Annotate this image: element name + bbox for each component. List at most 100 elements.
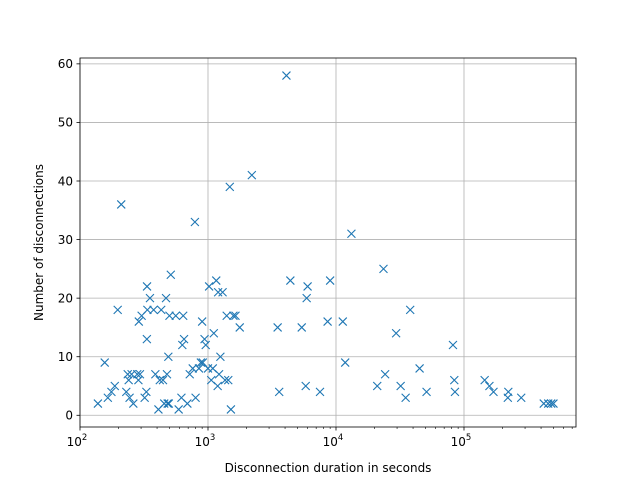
plot-frame — [79, 57, 577, 428]
data-point-marker — [191, 393, 200, 403]
data-point-marker — [177, 340, 187, 350]
data-point-marker — [503, 387, 513, 397]
y-tick-label: 10 — [58, 350, 73, 364]
data-point-marker — [142, 282, 152, 291]
data-point-marker — [450, 387, 460, 397]
data-point-marker — [372, 381, 382, 391]
data-point-marker — [155, 375, 165, 385]
data-point-marker — [301, 381, 311, 391]
y-tick-label: 50 — [58, 116, 73, 130]
data-point-marker — [340, 358, 350, 367]
data-point-marker — [285, 276, 295, 285]
data-point-marker — [113, 305, 123, 315]
data-point-marker — [235, 323, 245, 332]
y-tick-label: 0 — [65, 409, 73, 423]
data-point-marker — [401, 393, 411, 403]
data-point-marker — [185, 369, 195, 379]
data-point-marker — [396, 381, 406, 391]
data-point-marker — [124, 375, 134, 385]
data-point-marker — [415, 364, 424, 373]
data-point-marker — [156, 305, 166, 315]
grid-lines — [79, 58, 576, 427]
data-point-marker — [391, 328, 401, 338]
x-tick-label: 105 — [451, 433, 472, 449]
data-point-marker — [135, 369, 145, 379]
data-point-marker — [128, 399, 138, 408]
data-point-marker — [196, 358, 206, 367]
data-point-marker — [158, 375, 168, 385]
data-point-marker — [274, 387, 284, 397]
data-point-marker — [211, 276, 221, 285]
data-point-marker — [134, 375, 143, 385]
data-point-marker — [163, 352, 173, 362]
data-point-marker — [315, 387, 325, 397]
data-point-marker — [116, 200, 126, 209]
data-point-marker — [141, 387, 151, 397]
data-point-marker — [220, 375, 230, 385]
data-point-marker — [422, 387, 431, 397]
data-point-marker — [188, 364, 198, 373]
data-point-marker — [182, 399, 192, 408]
axis-ticks: 102 103 104 105 0 10 20 30 40 50 60 — [58, 57, 573, 449]
data-point-marker — [485, 381, 494, 391]
data-point-marker — [247, 170, 257, 180]
data-point-marker — [448, 340, 458, 350]
data-point-marker — [121, 387, 131, 397]
data-point-marker — [179, 334, 189, 344]
data-point-marker — [134, 317, 144, 326]
data-point-marker — [209, 328, 219, 338]
data-point-marker — [142, 334, 152, 344]
data-point-marker — [174, 405, 184, 414]
data-point-marker — [303, 282, 312, 291]
y-tick-label: 60 — [58, 57, 73, 71]
y-axis-label: Number of disconnections — [32, 164, 46, 321]
data-point-marker — [213, 287, 223, 297]
data-point-marker — [103, 393, 113, 403]
data-point-marker — [140, 393, 150, 403]
data-point-marker — [150, 369, 160, 379]
data-point-marker — [149, 305, 159, 315]
data-point-marker — [161, 293, 171, 303]
data-point-marker — [273, 323, 283, 332]
data-point-marker — [225, 182, 235, 192]
data-point-marker — [480, 375, 490, 385]
y-tick-label: 30 — [58, 233, 73, 247]
y-tick-label: 20 — [58, 291, 73, 305]
data-point-marker — [107, 387, 116, 397]
x-tick-label: 103 — [195, 433, 216, 449]
data-point-marker — [190, 217, 200, 227]
data-point-marker — [165, 311, 174, 321]
x-tick-label: 102 — [67, 433, 88, 449]
data-point-marker — [282, 71, 291, 80]
y-tick-label: 40 — [58, 174, 73, 188]
data-point-marker — [213, 381, 223, 391]
data-point-marker — [539, 399, 549, 408]
data-point-marker — [223, 375, 233, 385]
data-point-marker — [229, 311, 238, 321]
data-point-marker — [218, 287, 227, 297]
data-point-marker — [145, 293, 155, 303]
data-point-marker — [204, 282, 214, 291]
data-point-marker — [100, 358, 110, 367]
data-point-marker — [231, 311, 240, 321]
data-point-marker — [194, 364, 204, 373]
data-point-marker — [110, 381, 120, 391]
data-point-marker — [197, 317, 207, 326]
data-point-marker — [405, 305, 415, 315]
data-point-marker — [178, 311, 188, 321]
data-point-marker — [549, 399, 558, 408]
data-point-marker — [380, 369, 390, 379]
data-point-marker — [449, 375, 459, 385]
data-point-marker — [216, 352, 225, 362]
data-point-marker — [297, 323, 307, 332]
data-point-marker — [302, 293, 312, 303]
data-point-marker — [323, 317, 333, 326]
x-axis-label: Disconnection duration in seconds — [225, 461, 432, 475]
data-point-marker — [379, 264, 388, 274]
data-point-marker — [125, 393, 134, 403]
data-point-marker — [489, 387, 498, 397]
data-point-marker — [546, 399, 556, 408]
